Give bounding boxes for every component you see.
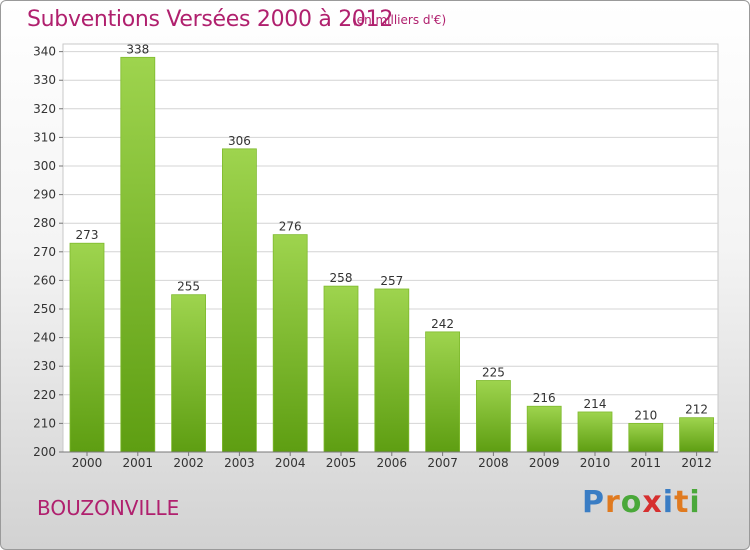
y-tick-label: 250 [33,302,56,316]
y-tick-label: 240 [33,331,56,345]
y-axis: 200 210 220 230 240 250 260 270 280 290 300 310 320 3… [33,45,63,459]
y-tick-label: 220 [33,388,56,402]
bar-2000 [69,242,105,453]
chart-title: Subventions Versées 2000 à 2012 [27,7,394,32]
bar-2009 [526,405,562,453]
logo-letter: i [662,485,675,520]
bar-2008 [475,380,511,453]
bar-2006 [374,288,410,453]
x-tick-label: 2004 [275,456,306,470]
city-name: BOUZONVILLE [37,496,180,520]
x-tick-label: 2011 [631,456,662,470]
y-tick-label: 300 [33,159,56,173]
data-label-2004: 276 [279,220,302,234]
data-label-2002: 255 [177,280,200,294]
x-tick-label: 2001 [123,456,154,470]
bars: 273 338 255 306 276 258 257 242 225 216 214 210 212 [69,42,714,453]
data-label-2001: 338 [126,42,149,56]
y-tick-label: 340 [33,45,56,59]
logo-letter: P [582,485,605,520]
logo-letter: r [605,485,621,520]
bar-2010 [577,411,613,453]
x-tick-label: 2012 [681,456,712,470]
bar-2001 [120,56,156,453]
chart-subtitle: (en milliers d'€) [352,13,447,27]
x-tick-label: 2006 [377,456,408,470]
y-tick-label: 280 [33,216,56,230]
bar-2004 [272,234,308,453]
bar-2005 [323,285,359,453]
bar-2012 [679,417,714,453]
y-tick-label: 230 [33,359,56,373]
x-tick-label: 2005 [326,456,357,470]
y-tick-label: 260 [33,273,56,287]
y-tick-label: 200 [33,445,56,459]
bar-2003 [221,148,257,453]
data-label-2005: 258 [330,271,353,285]
y-tick-label: 210 [33,416,56,430]
data-label-2000: 273 [76,228,99,242]
bar-2007 [425,331,461,453]
x-tick-label: 2000 [72,456,103,470]
y-tick-label: 330 [33,73,56,87]
logo-letter: t [674,485,690,520]
proxiti-logo[interactable]: Proxiti [582,485,701,520]
x-tick-label: 2010 [580,456,611,470]
data-label-2003: 306 [228,134,251,148]
y-tick-label: 290 [33,188,56,202]
data-label-2009: 216 [533,391,556,405]
data-label-2012: 212 [685,403,708,417]
bar-2002 [171,294,207,453]
x-axis: 2000 2001 2002 2003 2004 2005 2006 2007 2008 2009… [63,451,718,470]
data-label-2008: 225 [482,366,505,380]
bar-2011 [628,422,664,453]
logo-letter: x [642,485,663,520]
data-label-2006: 257 [380,274,403,288]
data-label-2010: 214 [584,397,607,411]
y-tick-label: 320 [33,102,56,116]
x-tick-label: 2009 [529,456,560,470]
x-tick-label: 2003 [224,456,255,470]
logo-letter: i [689,485,701,520]
data-label-2007: 242 [431,317,454,331]
data-label-2011: 210 [634,408,657,422]
x-tick-label: 2007 [427,456,458,470]
y-tick-label: 270 [33,245,56,259]
y-tick-label: 310 [33,130,56,144]
x-tick-label: 2008 [478,456,509,470]
logo-letter: o [620,485,643,520]
x-tick-label: 2002 [173,456,204,470]
